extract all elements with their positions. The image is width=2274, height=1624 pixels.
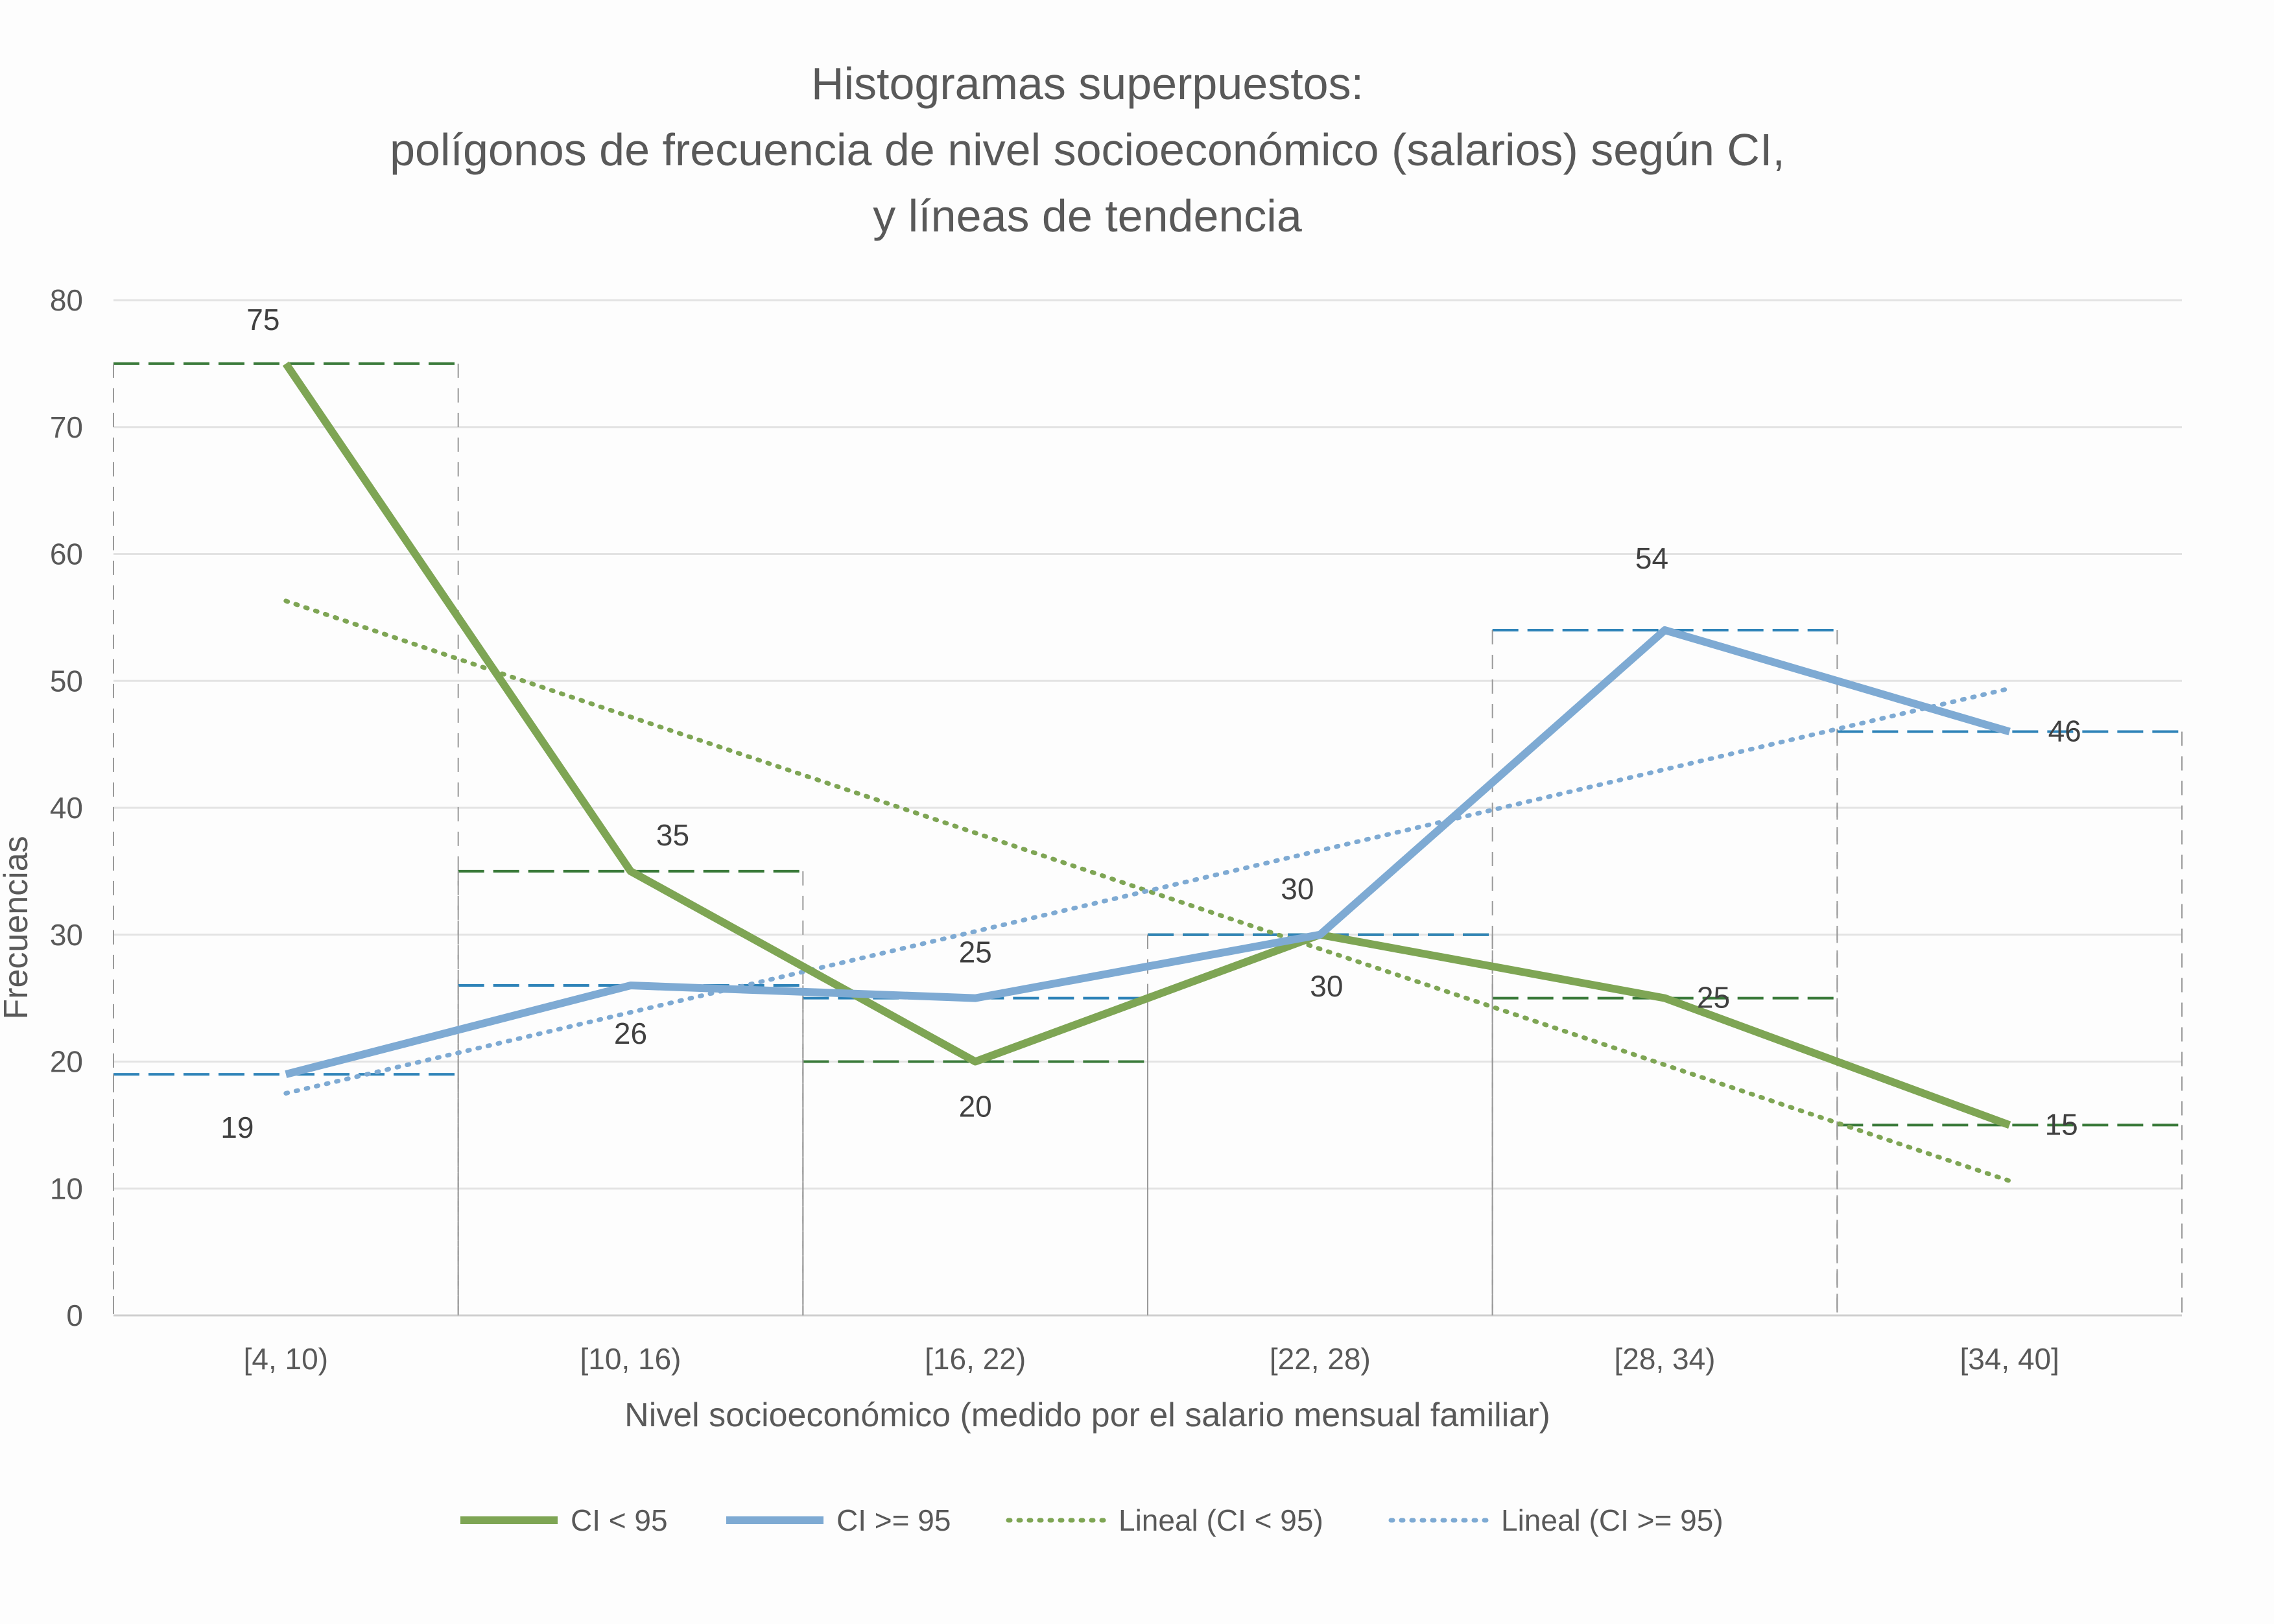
- data-label: 30: [1281, 872, 1314, 906]
- data-label: 75: [246, 303, 279, 336]
- chart-title-line-3: y líneas de tendencia: [873, 191, 1302, 241]
- y-axis-ticks: 0 10 20 30 40 50 60 70 80: [50, 283, 83, 1332]
- y-tick-label: 0: [66, 1299, 83, 1332]
- data-label: 46: [2048, 714, 2081, 748]
- series-line: [285, 626, 2011, 1078]
- x-tick-label: [28, 34): [1615, 1342, 1716, 1376]
- x-tick-label: [4, 10): [244, 1342, 328, 1376]
- y-tick-label: 30: [50, 918, 83, 952]
- data-labels: 75 35 20 30 25 15 19 26 25 30 54 46: [220, 303, 2081, 1144]
- x-axis-title: Nivel socioeconómico (medido por el sala…: [624, 1396, 1550, 1434]
- y-tick-label: 40: [50, 791, 83, 825]
- y-tick-label: 60: [50, 537, 83, 571]
- trendline: [283, 598, 2012, 1184]
- trendline: [283, 686, 2012, 1096]
- data-label: 15: [2045, 1107, 2078, 1141]
- data-label: 20: [959, 1090, 992, 1124]
- y-axis-title: Frecuencias: [0, 836, 35, 1019]
- data-label: 26: [614, 1017, 647, 1050]
- data-label: 35: [656, 818, 689, 852]
- y-tick-label: 50: [50, 664, 83, 698]
- data-label: 30: [1310, 969, 1343, 1003]
- y-tick-label: 10: [50, 1171, 83, 1205]
- trendlines: [283, 598, 2012, 1184]
- histogram-outlines: [113, 362, 2183, 1315]
- y-tick-label: 20: [50, 1045, 83, 1079]
- chart-title-line-2: polígonos de frecuencia de nivel socioec…: [390, 124, 1785, 175]
- data-label: 25: [959, 936, 992, 969]
- x-tick-label: [22, 28): [1270, 1342, 1371, 1376]
- data-label: 25: [1697, 981, 1730, 1015]
- data-label: 54: [1635, 541, 1668, 575]
- legend-label: CI < 95: [571, 1503, 668, 1537]
- legend-label: Lineal (CI < 95): [1119, 1503, 1323, 1537]
- data-label: 19: [220, 1111, 254, 1144]
- frequency-polygons: [282, 361, 2011, 1129]
- x-tick-label: [16, 22): [925, 1342, 1026, 1376]
- legend: CI < 95 CI >= 95 Lineal (CI < 95) Lineal (C…: [460, 1503, 1723, 1537]
- chart-title-line-1: Histogramas superpuestos:: [811, 58, 1364, 109]
- y-tick-label: 70: [50, 410, 83, 444]
- series-line: [282, 361, 2011, 1129]
- x-tick-label: [34, 40]: [1960, 1342, 2059, 1376]
- x-tick-label: [10, 16): [580, 1342, 681, 1376]
- y-tick-label: 80: [50, 283, 83, 317]
- legend-label: CI >= 95: [836, 1503, 951, 1537]
- legend-label: Lineal (CI >= 95): [1501, 1503, 1723, 1537]
- x-axis-ticks: [4, 10) [10, 16) [16, 22) [22, 28) [28, 34) […: [244, 1342, 2059, 1376]
